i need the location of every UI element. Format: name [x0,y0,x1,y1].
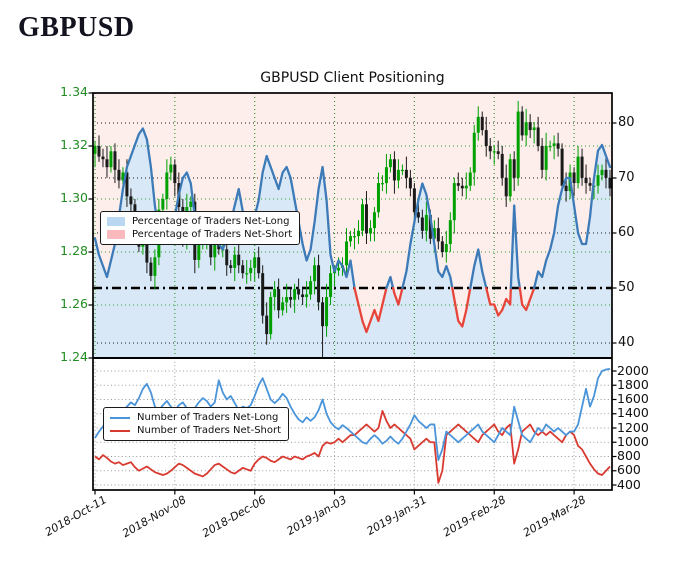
legend-item-pct-net-long: Percentage of Traders Net-Long [107,215,292,228]
y-tick-count: 2000 [617,362,649,378]
count-net-long-label: Number of Traders Net-Long [137,412,279,423]
pct-net-long-label: Percentage of Traders Net-Long [132,216,290,227]
page-title: GBPUSD [18,12,135,43]
axes-frame [92,92,613,491]
legend-item-count-net-long: Number of Traders Net-Long [110,411,281,424]
panel-backgrounds [93,93,612,490]
count-net-long-line [94,367,611,461]
y-tick-price: 1.32 [60,137,88,152]
y-tick-price: 1.30 [60,190,88,205]
y-tick-percent: 50 [618,280,635,295]
tick-marks [88,92,617,495]
pct-net-short-label: Percentage of Traders Net-Short [132,229,293,240]
legend-percentage: Percentage of Traders Net-Long Percentag… [100,211,301,245]
y-tick-count: 1600 [617,391,649,406]
y-tick-count: 1200 [617,419,649,435]
y-tick-count: 600 [617,462,641,478]
pct-net-long-swatch [107,217,125,226]
y-tick-count: 400 [617,476,641,492]
y-tick-percent: 40 [618,335,635,350]
count-net-short-swatch [110,429,130,432]
legend-item-pct-net-short: Percentage of Traders Net-Short [107,228,292,241]
pct-net-short-swatch [107,230,125,239]
y-tick-price: 1.34 [60,84,88,99]
y-tick-percent: 70 [618,170,635,185]
y-tick-count: 1000 [617,433,649,449]
y-tick-percent: 80 [618,115,635,130]
count-net-long-swatch [110,416,130,419]
y-tick-count: 1400 [617,405,649,421]
count-net-short-line [94,410,611,484]
y-tick-count: 1800 [617,376,649,392]
legend-item-count-net-short: Number of Traders Net-Short [110,424,281,437]
y-tick-price: 1.24 [60,349,88,364]
chart-title: GBPUSD Client Positioning [260,70,445,86]
legend-counts: Number of Traders Net-Long Number of Tra… [103,407,290,441]
y-tick-percent: 60 [618,225,635,240]
y-tick-price: 1.28 [60,243,88,258]
y-tick-price: 1.26 [60,296,88,311]
y-tick-count: 800 [617,448,641,463]
candlestick-series [93,100,612,358]
count-net-short-label: Number of Traders Net-Short [137,425,282,436]
